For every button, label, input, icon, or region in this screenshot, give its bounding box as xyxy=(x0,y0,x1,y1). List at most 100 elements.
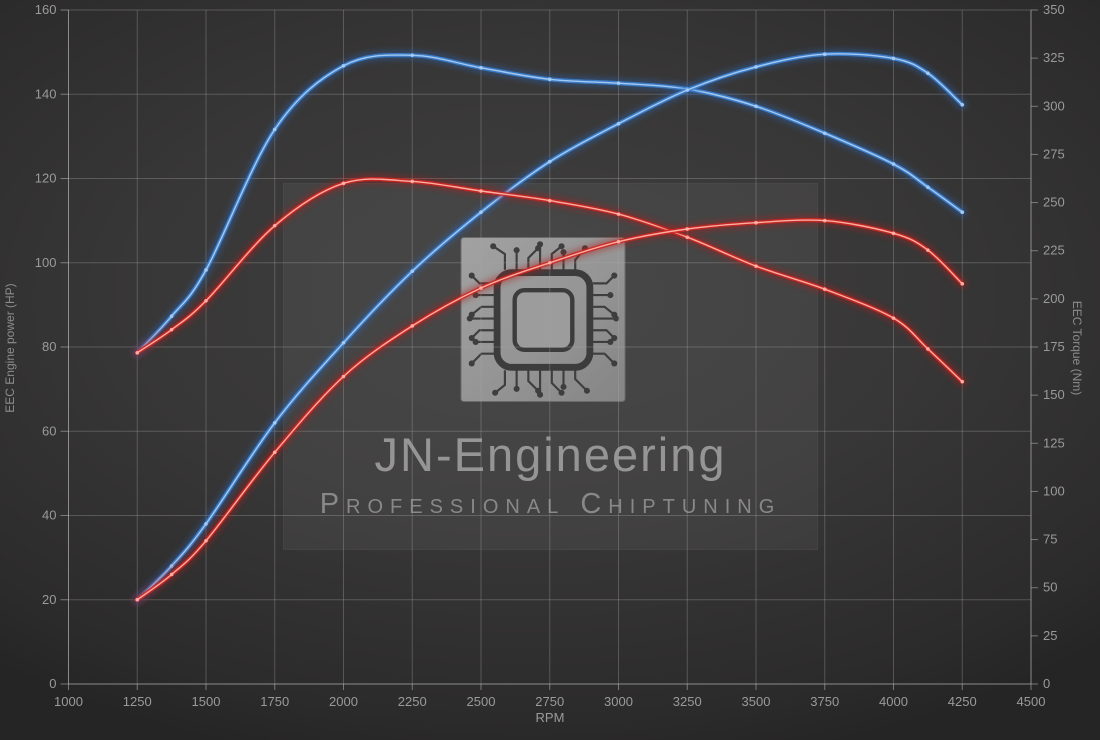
tick-label-x: 3250 xyxy=(673,694,702,709)
curve-core xyxy=(136,54,963,354)
data-point-marker xyxy=(135,350,140,355)
data-point-marker xyxy=(960,282,965,286)
data-point-marker xyxy=(479,210,483,214)
tick-label-right: 100 xyxy=(1043,483,1065,498)
chip-trace-pad xyxy=(468,272,475,279)
tick-label-left: 20 xyxy=(42,592,56,607)
tick-label-right: 250 xyxy=(1043,195,1065,210)
data-point-marker xyxy=(891,56,896,61)
chip-trace xyxy=(470,329,495,339)
tick-label-x: 2250 xyxy=(398,694,427,709)
gridlines xyxy=(68,9,1032,685)
tick-label-left: 0 xyxy=(49,676,56,691)
curve-core xyxy=(136,53,963,601)
data-point-marker xyxy=(341,181,346,186)
chip-trace-pad xyxy=(583,387,590,394)
chip-trace xyxy=(494,370,506,394)
chip-trace xyxy=(470,352,495,365)
tick-label-right: 300 xyxy=(1043,98,1065,113)
data-point-marker xyxy=(891,316,896,320)
data-point-marker xyxy=(204,268,208,272)
data-point-marker xyxy=(822,131,827,136)
data-point-marker xyxy=(891,231,896,236)
curve-torque-blue xyxy=(132,50,968,358)
tick-label-left: 60 xyxy=(42,423,56,438)
data-point-marker xyxy=(169,314,174,318)
tick-label-left: 40 xyxy=(42,508,56,523)
data-point-marker xyxy=(960,102,965,107)
curve-torque-red xyxy=(132,174,968,387)
x-axis-title: RPM xyxy=(535,710,565,725)
data-point-marker xyxy=(616,121,621,126)
tick-label-x: 2750 xyxy=(535,694,564,709)
data-point-marker xyxy=(341,64,346,68)
watermark-brand: JN-Engineering xyxy=(374,428,727,481)
chip-trace-pad xyxy=(607,292,614,299)
data-point-marker xyxy=(754,220,758,225)
data-point-marker xyxy=(169,327,174,332)
chip-trace xyxy=(592,329,616,339)
data-point-marker xyxy=(616,81,621,85)
tick-label-right: 0 xyxy=(1043,676,1050,691)
data-point-marker xyxy=(410,179,415,184)
data-point-marker xyxy=(926,347,930,351)
curve-power-blue xyxy=(132,48,968,605)
chip-trace-pad xyxy=(468,360,475,367)
data-point-marker xyxy=(410,324,415,328)
data-point-marker xyxy=(169,564,174,568)
data-point-marker xyxy=(272,223,277,228)
tick-label-right: 175 xyxy=(1043,339,1065,354)
tick-label-right: 325 xyxy=(1043,50,1065,65)
tick-label-x: 3500 xyxy=(742,694,771,709)
data-point-marker xyxy=(410,269,415,273)
tick-label-x: 1000 xyxy=(54,694,83,709)
curve-power-red xyxy=(132,215,968,605)
data-point-marker xyxy=(341,340,346,345)
data-point-marker xyxy=(960,210,965,214)
tick-label-x: 2000 xyxy=(329,694,358,709)
chip-trace-pad xyxy=(611,272,618,279)
tick-label-left: 100 xyxy=(35,255,57,270)
watermark: JN-Engineering Professional Chiptuning xyxy=(283,183,818,550)
tick-label-x: 1500 xyxy=(192,694,221,709)
chip-trace-pad xyxy=(537,241,544,248)
tick-label-left: 120 xyxy=(35,171,57,186)
data-point-marker xyxy=(616,239,621,244)
data-point-marker xyxy=(341,374,346,379)
data-point-marker xyxy=(754,65,758,69)
data-point-marker xyxy=(547,198,552,203)
right-axis-title: EEC Torque (Nm) xyxy=(1070,300,1084,396)
chip-trace-pad xyxy=(558,243,565,250)
data-point-marker xyxy=(926,248,930,252)
axes: 0 20 40 60 80 100 120 140 160 0 25 50 75 100 125 150 175… xyxy=(35,2,1065,709)
tick-label-left: 160 xyxy=(35,2,57,17)
chip-die-outline xyxy=(493,269,594,371)
data-point-marker xyxy=(169,572,174,577)
chip-trace-pad xyxy=(613,315,620,322)
chip-trace-pad xyxy=(611,360,618,367)
tick-label-x: 4500 xyxy=(1017,694,1046,709)
tick-label-right: 200 xyxy=(1043,291,1065,306)
curve-core xyxy=(136,178,963,383)
chip-trace-pad xyxy=(558,389,565,396)
tick-label-right: 275 xyxy=(1043,146,1065,161)
tick-label-x: 3000 xyxy=(604,694,633,709)
data-point-marker xyxy=(479,189,483,193)
tick-label-right: 50 xyxy=(1043,580,1057,595)
data-point-marker xyxy=(410,53,415,58)
data-point-marker xyxy=(135,597,140,602)
chip-trace-pad xyxy=(468,335,475,342)
data-point-marker xyxy=(822,218,827,223)
chip-die-inner xyxy=(512,288,575,352)
tick-label-right: 125 xyxy=(1043,435,1065,450)
chip-trace xyxy=(492,245,506,270)
data-point-marker xyxy=(204,298,208,303)
data-point-marker xyxy=(204,538,208,543)
chip-trace xyxy=(592,305,615,316)
data-point-marker xyxy=(272,127,277,132)
data-point-marker xyxy=(547,77,552,82)
tick-label-right: 150 xyxy=(1043,387,1065,402)
data-point-marker xyxy=(685,88,690,92)
